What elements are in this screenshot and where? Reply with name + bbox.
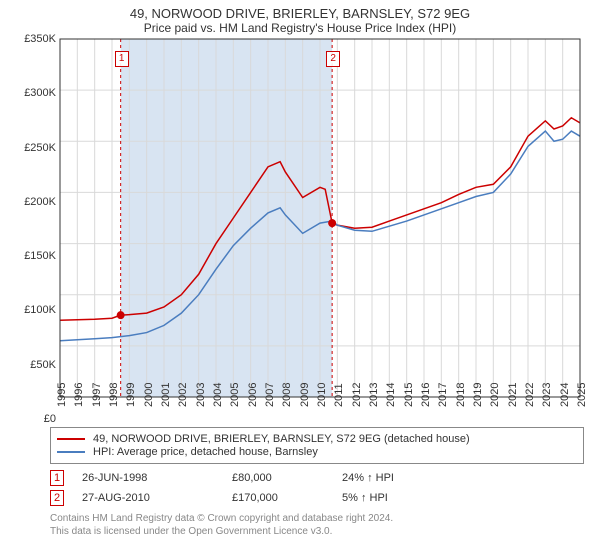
sales-table: 1 26-JUN-1998 £80,000 24% ↑ HPI 2 27-AUG…: [50, 470, 600, 506]
legend-row-price-paid: 49, NORWOOD DRIVE, BRIERLEY, BARNSLEY, S…: [57, 433, 577, 445]
page-subtitle: Price paid vs. HM Land Registry's House …: [0, 21, 600, 39]
sale-delta: 24% ↑ HPI: [342, 472, 394, 484]
sale-price: £170,000: [232, 492, 342, 504]
x-axis-labels: 1995199619971998199920002001200220032004…: [60, 397, 580, 419]
sale-date: 27-AUG-2010: [82, 492, 232, 504]
legend-row-hpi: HPI: Average price, detached house, Barn…: [57, 446, 577, 458]
legend-swatch: [57, 451, 85, 453]
sale-price: £80,000: [232, 472, 342, 484]
footnote-line: Contains HM Land Registry data © Crown c…: [50, 512, 600, 525]
plot-area: 12: [60, 39, 580, 397]
footnote: Contains HM Land Registry data © Crown c…: [50, 512, 600, 538]
sale-marker-box: 1: [50, 470, 64, 486]
sale-marker-box: 2: [326, 51, 340, 67]
sale-row: 2 27-AUG-2010 £170,000 5% ↑ HPI: [50, 490, 600, 506]
legend-label: HPI: Average price, detached house, Barn…: [93, 446, 318, 458]
legend: 49, NORWOOD DRIVE, BRIERLEY, BARNSLEY, S…: [50, 427, 584, 464]
chart-svg: [60, 39, 580, 397]
footnote-line: This data is licensed under the Open Gov…: [50, 525, 600, 538]
sale-marker-box: 1: [115, 51, 129, 67]
y-axis-labels: £0£50K£100K£150K£200K£250K£300K£350K: [10, 39, 60, 419]
sale-date: 26-JUN-1998: [82, 472, 232, 484]
page-title: 49, NORWOOD DRIVE, BRIERLEY, BARNSLEY, S…: [0, 0, 600, 21]
legend-label: 49, NORWOOD DRIVE, BRIERLEY, BARNSLEY, S…: [93, 433, 470, 445]
sale-delta: 5% ↑ HPI: [342, 492, 388, 504]
price-chart: £0£50K£100K£150K£200K£250K£300K£350K 12 …: [10, 39, 590, 419]
sale-marker-box: 2: [50, 490, 64, 506]
sale-row: 1 26-JUN-1998 £80,000 24% ↑ HPI: [50, 470, 600, 486]
legend-swatch: [57, 438, 85, 440]
